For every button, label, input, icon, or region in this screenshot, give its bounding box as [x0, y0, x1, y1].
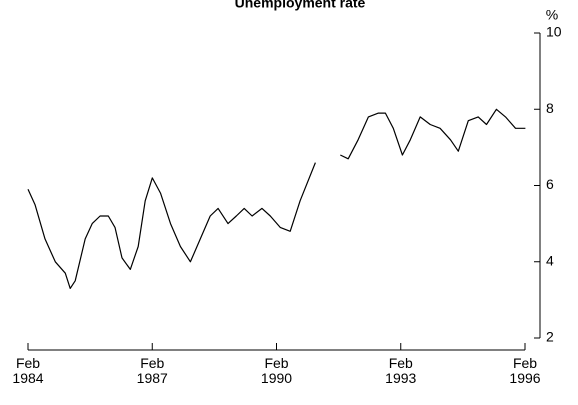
y-unit: % [546, 7, 558, 23]
data-line [27, 108, 526, 289]
x-tick-label: Feb 1996 [509, 355, 541, 386]
y-tick-label: 2 [546, 329, 554, 345]
y-tick-label: 10 [546, 24, 562, 40]
y-tick-label: 8 [546, 100, 554, 116]
x-tick-label: Feb 1990 [260, 355, 293, 386]
y-tick-label: 4 [546, 252, 554, 268]
y-tick-label: 6 [546, 176, 554, 192]
x-tick-label: Feb 1987 [136, 355, 168, 386]
x-tick-label: Feb 1993 [385, 355, 417, 386]
chart-title: Unemployment rate [235, 0, 366, 11]
x-tick-label: Feb 1984 [12, 355, 44, 386]
